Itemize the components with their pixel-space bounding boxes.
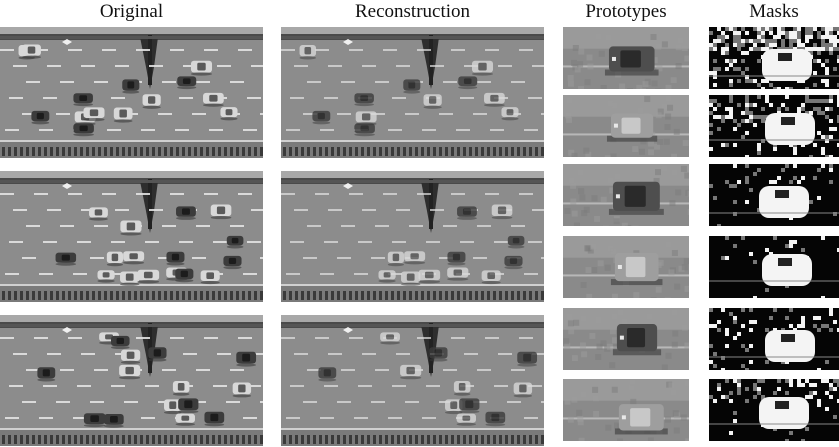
header-original: Original bbox=[99, 1, 164, 22]
prototype-image-1 bbox=[563, 27, 689, 89]
mask-image-6 bbox=[709, 379, 839, 441]
original-image-3 bbox=[0, 315, 263, 446]
header-prototypes: Prototypes bbox=[585, 1, 667, 22]
original-image-1 bbox=[0, 27, 263, 158]
original-image-2 bbox=[0, 171, 263, 302]
prototype-image-5 bbox=[563, 308, 689, 370]
header-reconstruction: Reconstruction bbox=[354, 1, 471, 22]
reconstruction-image-3 bbox=[281, 315, 544, 446]
mask-image-3 bbox=[709, 164, 839, 226]
mask-image-1 bbox=[709, 27, 839, 89]
prototype-image-3 bbox=[563, 164, 689, 226]
prototype-image-4 bbox=[563, 236, 689, 298]
prototype-image-6 bbox=[563, 379, 689, 441]
reconstruction-image-2 bbox=[281, 171, 544, 302]
header-masks: Masks bbox=[749, 1, 799, 22]
mask-image-2 bbox=[709, 95, 839, 157]
prototype-image-2 bbox=[563, 95, 689, 157]
mask-image-5 bbox=[709, 308, 839, 370]
mask-image-4 bbox=[709, 236, 839, 298]
reconstruction-image-1 bbox=[281, 27, 544, 158]
